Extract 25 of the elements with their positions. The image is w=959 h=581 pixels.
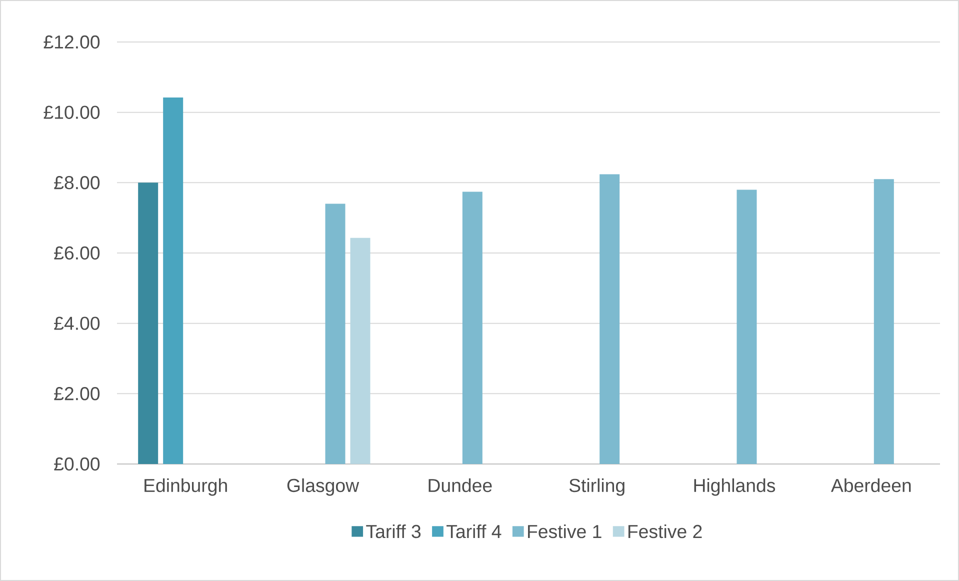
x-tick-label: Edinburgh xyxy=(144,478,227,496)
x-tick-label: Highlands xyxy=(694,478,776,496)
bar xyxy=(600,174,620,464)
x-tick-label: Stirling xyxy=(569,478,624,496)
y-tick-label: £4.00 xyxy=(54,316,100,330)
bar xyxy=(350,238,370,464)
x-tick-label: Aberdeen xyxy=(830,478,911,492)
y-tick-label: £12.00 xyxy=(44,35,100,49)
bar xyxy=(163,98,184,464)
y-tick-label: £10.00 xyxy=(44,106,100,119)
legend-label: Tariff 3 xyxy=(366,524,421,538)
legend-label: Festive 2 xyxy=(628,524,702,538)
bar xyxy=(462,192,482,464)
bar xyxy=(325,204,346,464)
legend-label: Festive 1 xyxy=(528,524,602,538)
x-tick-label: Glasgow xyxy=(287,478,360,496)
bar xyxy=(874,179,894,464)
x-tick-label: Dundee xyxy=(428,478,492,492)
y-tick-label: £2.00 xyxy=(54,387,100,400)
y-tick-label: £6.00 xyxy=(54,246,100,260)
y-tick-label: £0.00 xyxy=(54,457,100,471)
y-tick-label: £8.00 xyxy=(54,176,100,190)
bar xyxy=(736,190,757,464)
bar xyxy=(138,182,158,464)
legend-label: Tariff 4 xyxy=(446,524,502,538)
